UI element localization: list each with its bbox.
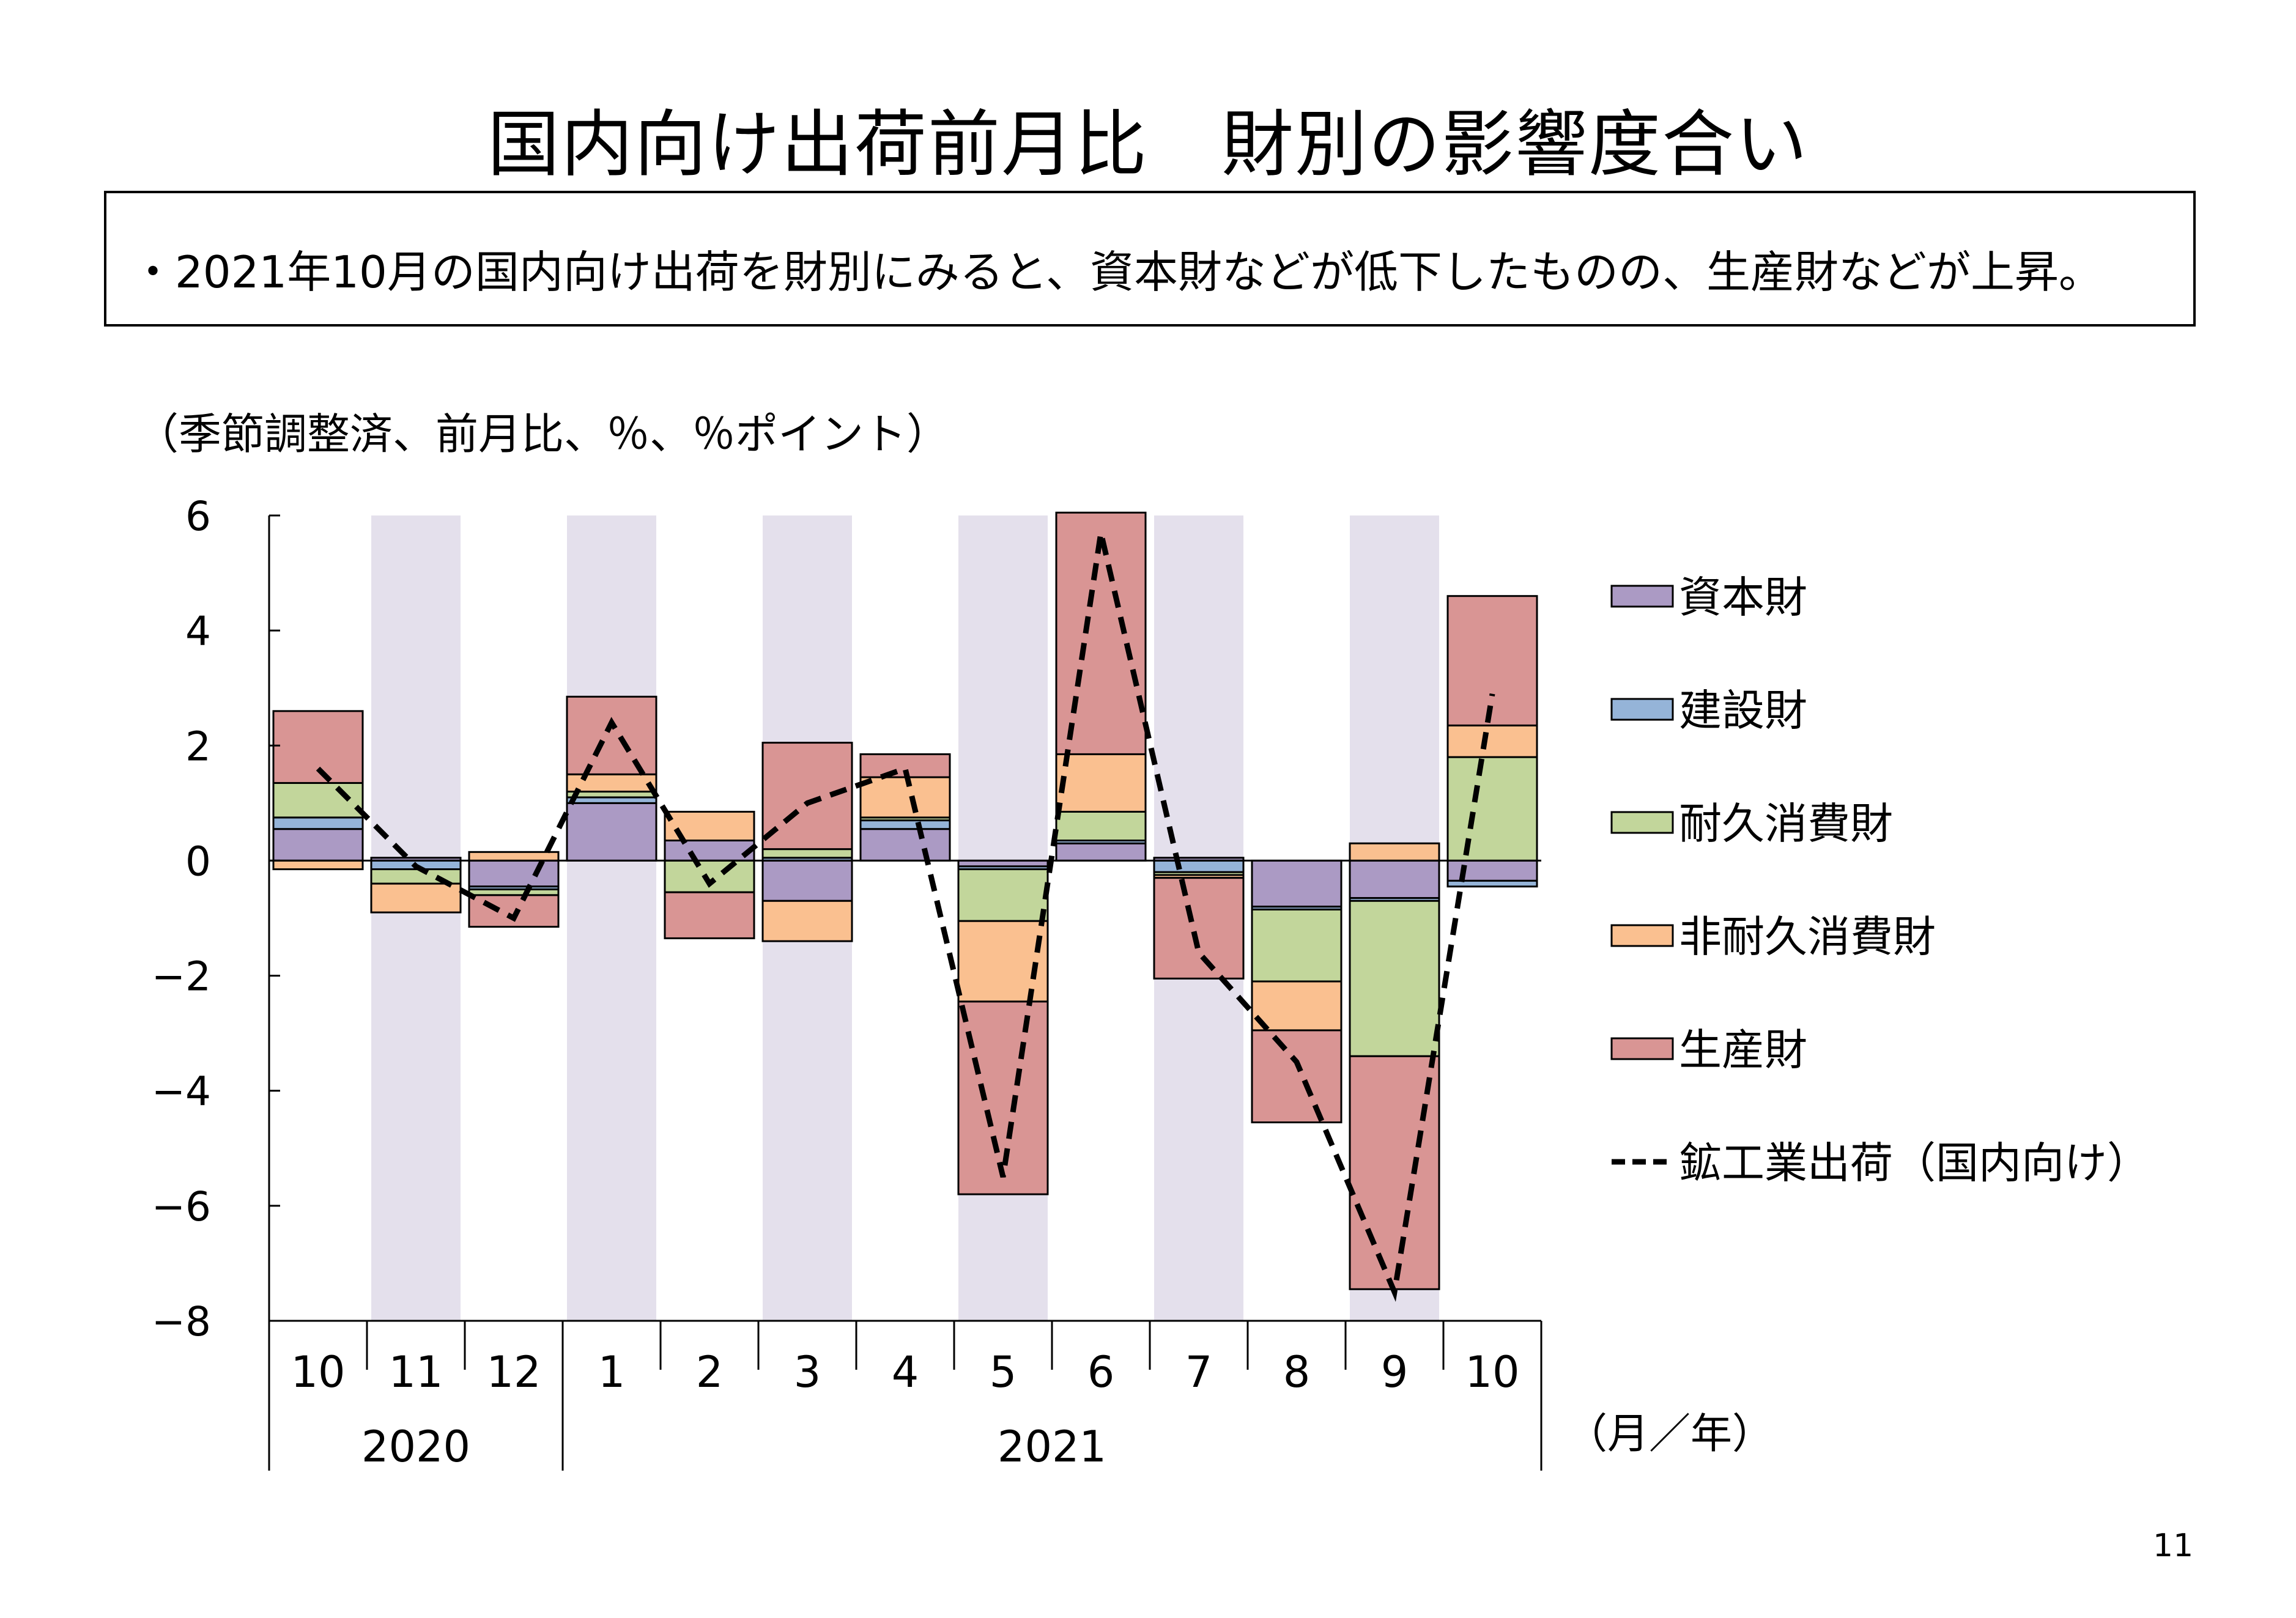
x-tick-label-11: 9 xyxy=(1381,1347,1409,1397)
y-tick-label-1: 4 xyxy=(185,608,211,655)
bar-segment-4-2 xyxy=(468,894,560,928)
bar-segment-3-6 xyxy=(859,776,951,819)
bar-segment-0-11 xyxy=(1349,859,1440,900)
x-tick-label-3: 1 xyxy=(598,1347,626,1397)
unit-note: （季節調整済、前月比、％、％ポイント） xyxy=(136,409,949,459)
legend-swatch-3 xyxy=(1610,924,1674,947)
legend-label-2: 耐久消費財 xyxy=(1679,799,1893,849)
x-tick-label-8: 6 xyxy=(1087,1347,1115,1397)
bar-segment-3-12 xyxy=(1446,724,1538,758)
x-tick-label-7: 5 xyxy=(990,1347,1017,1397)
y-tick-label-7: −8 xyxy=(152,1298,211,1345)
bar-segment-3-2 xyxy=(468,851,560,862)
bar-segment-1-6 xyxy=(859,819,951,830)
legend-swatch-2 xyxy=(1610,811,1674,834)
bar-layer xyxy=(272,511,1538,1290)
bar-segment-2-10 xyxy=(1251,908,1342,983)
bar-segment-2-11 xyxy=(1349,900,1440,1057)
shade-band-3 xyxy=(567,515,656,1321)
x-tick-label-4: 2 xyxy=(696,1347,724,1397)
line-layer xyxy=(316,532,1495,1302)
bar-segment-4-5 xyxy=(761,742,853,851)
summary-box: ・2021年10月の国内向け出荷を財別にみると、資本財などが低下したものの、生産… xyxy=(104,191,2196,327)
bar-segment-0-10 xyxy=(1251,859,1342,908)
legend-label-line: 鉱工業出荷（国内向け） xyxy=(1679,1138,2150,1188)
bar-segment-3-7 xyxy=(957,920,1049,1003)
y-tick-label-2: 2 xyxy=(185,723,211,770)
x-tick-label-5: 3 xyxy=(794,1347,821,1397)
bar-segment-3-1 xyxy=(370,882,462,914)
y-tick-label-4: −2 xyxy=(152,953,211,1000)
year-label-1: 2021 xyxy=(998,1422,1106,1472)
x-tick-label-9: 7 xyxy=(1185,1347,1213,1397)
x-tick-label-12: 10 xyxy=(1465,1347,1519,1397)
bar-segment-2-7 xyxy=(957,868,1049,922)
x-unit-label: （月／年） xyxy=(1566,1410,1774,1458)
bar-segment-4-8 xyxy=(1055,511,1147,755)
bar-segment-4-12 xyxy=(1446,595,1538,726)
bar-segment-0-4 xyxy=(664,840,755,862)
summary-text: ・2021年10月の国内向け出荷を財別にみると、資本財などが低下したものの、生産… xyxy=(131,246,2103,298)
legend-label-1: 建設財 xyxy=(1679,685,1807,736)
bar-segment-2-4 xyxy=(664,859,755,893)
line-series-path xyxy=(316,532,1495,1302)
y-tick-label-0: 6 xyxy=(185,493,211,540)
legend-label-3: 非耐久消費財 xyxy=(1679,912,1936,962)
y-tick-label-5: −4 xyxy=(152,1068,211,1115)
x-tick-label-6: 4 xyxy=(892,1347,919,1397)
bar-segment-3-10 xyxy=(1251,980,1342,1032)
y-tick-label-3: 0 xyxy=(185,838,211,885)
bar-segment-0-5 xyxy=(761,859,853,902)
legend-label-0: 資本財 xyxy=(1679,572,1807,622)
bar-segment-2-12 xyxy=(1446,756,1538,862)
bar-segment-1-12 xyxy=(1446,879,1538,888)
bar-segment-2-8 xyxy=(1055,810,1147,842)
bar-segment-0-8 xyxy=(1055,842,1147,862)
bar-segment-2-5 xyxy=(761,848,853,859)
x-tick-label-0: 10 xyxy=(291,1347,345,1397)
bar-segment-1-0 xyxy=(272,816,364,830)
bar-segment-1-9 xyxy=(1153,859,1245,873)
bar-segment-3-3 xyxy=(566,773,657,793)
bar-segment-3-11 xyxy=(1349,842,1440,862)
bar-segment-4-9 xyxy=(1153,877,1245,980)
bar-segment-3-5 xyxy=(761,900,853,942)
y-tick-label-6: −6 xyxy=(152,1183,211,1230)
bar-segment-0-3 xyxy=(566,802,657,862)
x-tick-label-1: 11 xyxy=(388,1347,443,1397)
legend-swatch-1 xyxy=(1610,698,1674,721)
axis-layer xyxy=(268,514,1542,1471)
bar-segment-4-11 xyxy=(1349,1055,1440,1290)
legend-label-4: 生産財 xyxy=(1679,1025,1807,1075)
x-tick-label-10: 8 xyxy=(1283,1347,1311,1397)
bar-segment-0-6 xyxy=(859,828,951,862)
bar-segment-4-10 xyxy=(1251,1029,1342,1123)
bar-segment-3-8 xyxy=(1055,753,1147,813)
x-tick-label-2: 12 xyxy=(486,1347,541,1397)
legend-swatch-4 xyxy=(1610,1037,1674,1060)
bar-segment-4-3 xyxy=(566,695,657,775)
shade-band-1 xyxy=(371,515,461,1321)
page-number: 11 xyxy=(2153,1527,2194,1564)
year-label-0: 2020 xyxy=(361,1422,470,1472)
bar-segment-4-4 xyxy=(664,891,755,939)
bar-segment-0-0 xyxy=(272,828,364,862)
bar-segment-3-0 xyxy=(272,859,364,871)
bar-segment-2-0 xyxy=(272,781,364,819)
legend-swatch-0 xyxy=(1610,585,1674,608)
bar-segment-0-2 xyxy=(468,859,560,888)
page-title: 国内向け出荷前月比 財別の影響度合い xyxy=(487,102,1809,187)
